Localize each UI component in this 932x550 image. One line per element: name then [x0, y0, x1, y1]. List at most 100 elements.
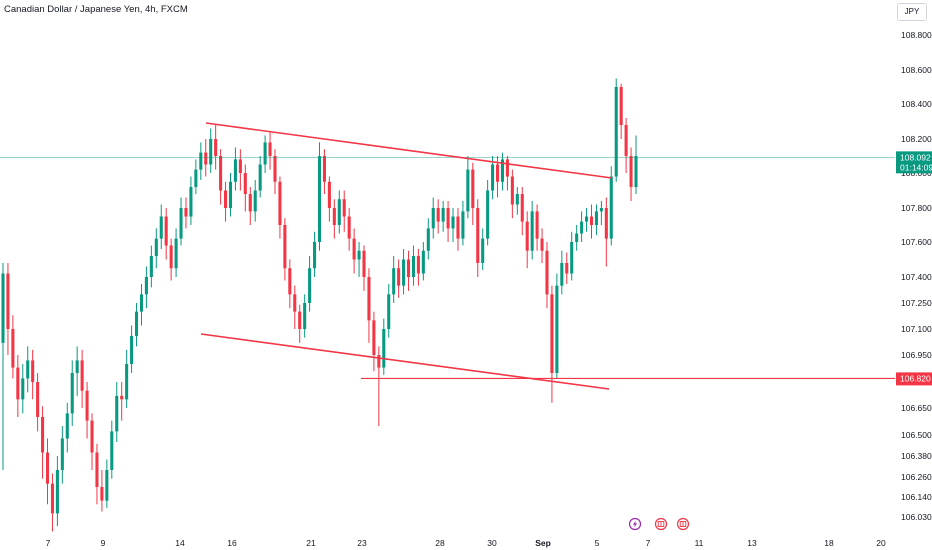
time-tick-label: 14 — [175, 538, 185, 548]
candle-body — [456, 216, 460, 239]
candle-body — [1, 273, 5, 343]
price-tick-label: 107.800 — [901, 203, 932, 213]
lightning-icon-bolt — [633, 520, 637, 528]
candle-body — [258, 164, 262, 191]
candle-body — [110, 431, 114, 470]
candle-body — [431, 208, 435, 229]
candle-body — [125, 364, 129, 400]
candle-body — [332, 208, 336, 225]
candle-body — [624, 125, 628, 156]
calendar-event-icon-box — [679, 521, 687, 527]
calendar-event-icon[interactable] — [676, 517, 690, 531]
candle-body — [214, 139, 218, 156]
candle-body — [219, 156, 223, 191]
candle-body — [85, 390, 89, 421]
candle-body — [283, 225, 287, 269]
time-tick-label: 9 — [101, 538, 106, 548]
candle-body — [278, 181, 282, 225]
time-tick-label: 23 — [357, 538, 367, 548]
lightning-icon[interactable] — [628, 517, 642, 531]
candle-body — [575, 233, 579, 242]
time-tick-label: 5 — [595, 538, 600, 548]
candle-body — [520, 194, 524, 222]
candle-body — [253, 190, 257, 212]
candle-body — [31, 360, 35, 382]
candle-body — [184, 208, 188, 217]
candle-body — [130, 335, 134, 364]
candle-body — [525, 221, 529, 251]
candle-body — [154, 238, 158, 256]
candle-body — [179, 208, 183, 239]
candle-body — [436, 208, 440, 222]
candle-body — [243, 173, 247, 194]
candle-body — [392, 268, 396, 295]
candle-body — [303, 303, 307, 329]
candle-body — [629, 156, 633, 187]
price-tick-label: 108.200 — [901, 134, 932, 144]
candle-body — [471, 169, 475, 208]
candle-body — [144, 277, 148, 295]
candle-body — [594, 211, 598, 225]
price-tick-label: 107.100 — [901, 324, 932, 334]
current-price-tag — [896, 151, 932, 174]
candle-body — [317, 156, 322, 242]
candle-body — [337, 199, 341, 225]
symbol-title: Canadian Dollar / Japanese Yen, 4h, FXCM — [4, 4, 188, 15]
candle-body — [614, 87, 618, 177]
candle-body — [377, 355, 381, 368]
currency-button[interactable]: JPY — [897, 3, 927, 21]
calendar-event-icon[interactable] — [654, 517, 668, 531]
candle-body — [70, 373, 74, 414]
candle-body — [357, 250, 361, 260]
candle-body — [446, 208, 450, 229]
candle-body — [298, 311, 302, 329]
candle-body — [486, 190, 490, 239]
candle-body — [60, 438, 64, 470]
candle-body — [120, 395, 124, 400]
candle-body — [411, 256, 415, 277]
candle-body — [580, 221, 584, 234]
candle-body — [491, 164, 495, 191]
candle-body — [21, 378, 25, 400]
candle-body — [11, 329, 15, 368]
price-axis: 108.800108.600108.400108.200108.000107.8… — [901, 30, 932, 522]
candle-body — [560, 263, 564, 286]
candle-body — [352, 238, 356, 260]
candle-body — [204, 152, 208, 165]
time-tick-label: 30 — [487, 538, 497, 548]
price-tick-label: 106.650 — [901, 403, 932, 413]
candle-body — [570, 242, 574, 274]
candle-body — [426, 228, 430, 251]
time-tick-label: 7 — [646, 538, 651, 548]
candle-body — [209, 139, 213, 165]
candle-body — [194, 169, 198, 187]
candle-body — [530, 211, 534, 251]
candle-body — [327, 181, 331, 208]
candle-body — [515, 194, 519, 205]
price-tick-label: 108.400 — [901, 99, 932, 109]
candle-body — [308, 268, 312, 303]
price-tick-label: 106.500 — [901, 430, 932, 440]
candle-body — [105, 470, 109, 501]
price-tick-label: 107.600 — [901, 237, 932, 247]
candle-body — [589, 216, 594, 225]
candle-body — [550, 294, 554, 373]
candle-body — [169, 245, 173, 269]
candle-body — [248, 194, 252, 212]
candle-body — [619, 87, 623, 125]
time-tick-label: 7 — [46, 538, 51, 548]
candle-body — [461, 211, 465, 239]
candle-body — [604, 208, 608, 239]
price-tick-label: 106.950 — [901, 350, 932, 360]
candle-body — [288, 268, 292, 295]
price-tick-label: 107.250 — [901, 298, 932, 308]
candle-body — [372, 320, 376, 355]
candle-body — [555, 285, 559, 373]
upper-trendline[interactable] — [205, 122, 613, 179]
candle-body — [481, 238, 485, 263]
candle-body — [134, 311, 139, 336]
time-tick-label: 13 — [747, 538, 757, 548]
lower-trendline[interactable] — [200, 333, 610, 390]
candle-body — [545, 250, 549, 295]
